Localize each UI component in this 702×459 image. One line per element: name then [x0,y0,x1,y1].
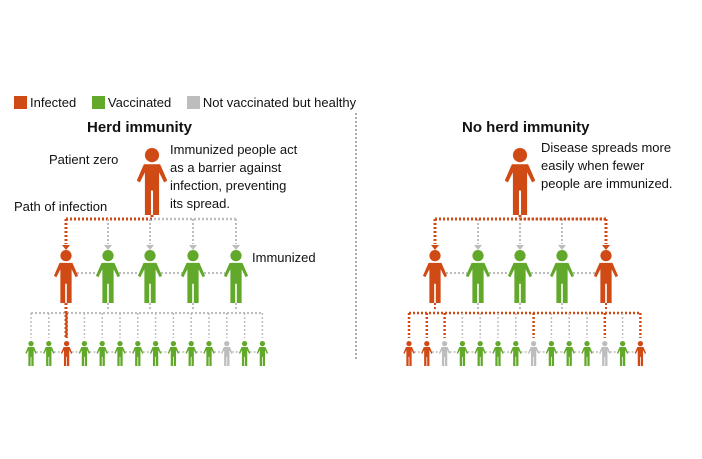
left-bottom-person [60,341,73,366]
infected-swatch [14,96,27,109]
right-arrow-icon [516,245,524,250]
left-bottom-person [238,341,251,366]
left-bottom-person [149,341,162,366]
right-title: No herd immunity [462,119,590,136]
right-middle-person [593,250,619,303]
right-arrow-icon [558,245,566,250]
right-bottom-person [403,341,415,366]
legend-item-vaccinated: Vaccinated [91,95,171,110]
right-bottom-person [510,341,522,366]
left-arrow-icon [62,245,70,250]
left-middle-person [223,250,249,303]
right-note: Disease spreads more easily when fewer p… [541,140,673,191]
legend-item-infected: Infected [14,95,76,110]
left-bottom-person [96,341,108,366]
left-bottom-person [43,341,55,366]
left-arrow-icon [146,245,154,250]
left-bottom-person [203,341,215,366]
right-bottom-person [527,341,540,366]
left-bottom-person [114,341,126,366]
right-arrow-icon [431,245,439,250]
right-bottom-person [563,341,575,366]
left-middle-person [95,250,121,303]
right-middle-person [422,250,448,303]
left-bottom-person [25,341,37,366]
right-bottom-person [438,341,451,366]
right-bottom-person [634,341,647,366]
left-title: Herd immunity [87,119,193,136]
left-bottom-person [185,341,197,366]
left-arrow-icon [232,245,240,250]
immunized-label: Immunized [252,250,316,265]
left-bottom-person [132,341,144,366]
right-middle-person [549,250,575,303]
patient-zero-label: Patient zero [49,152,119,167]
vaccinated-swatch [91,96,105,109]
right-bottom-person [599,341,611,366]
right-arrow-icon [602,245,610,250]
right-bottom-person [581,341,593,366]
right-middle-person [507,250,533,303]
right-bottom-person [474,341,486,366]
left-middle-person [53,250,79,303]
right-bottom-person [421,341,433,366]
left-bottom-person [256,341,269,366]
right-bottom-person [545,341,558,366]
path-of-infection-label: Path of infection [14,199,108,214]
left-bottom-person [78,341,91,366]
healthy-swatch [186,96,200,109]
right-patient-zero [504,148,536,215]
legend: Infected Vaccinated Not vaccinated but h… [14,95,356,110]
left-middle-person [180,250,206,303]
left-arrow-icon [189,245,197,250]
right-bottom-person [616,341,629,366]
left-bottom-person [221,341,233,366]
right-arrow-icon [474,245,482,250]
left-note: Immunized people act as a barrier agains… [170,142,298,211]
right-middle-person [465,250,491,303]
left-middle-person [137,250,163,303]
left-arrow-icon [104,245,112,250]
right-bottom-person [492,341,504,366]
left-bottom-person [167,341,180,366]
right-bottom-person [456,341,469,366]
left-patient-zero [136,148,168,215]
legend-item-healthy: Not vaccinated but healthy [186,95,356,110]
